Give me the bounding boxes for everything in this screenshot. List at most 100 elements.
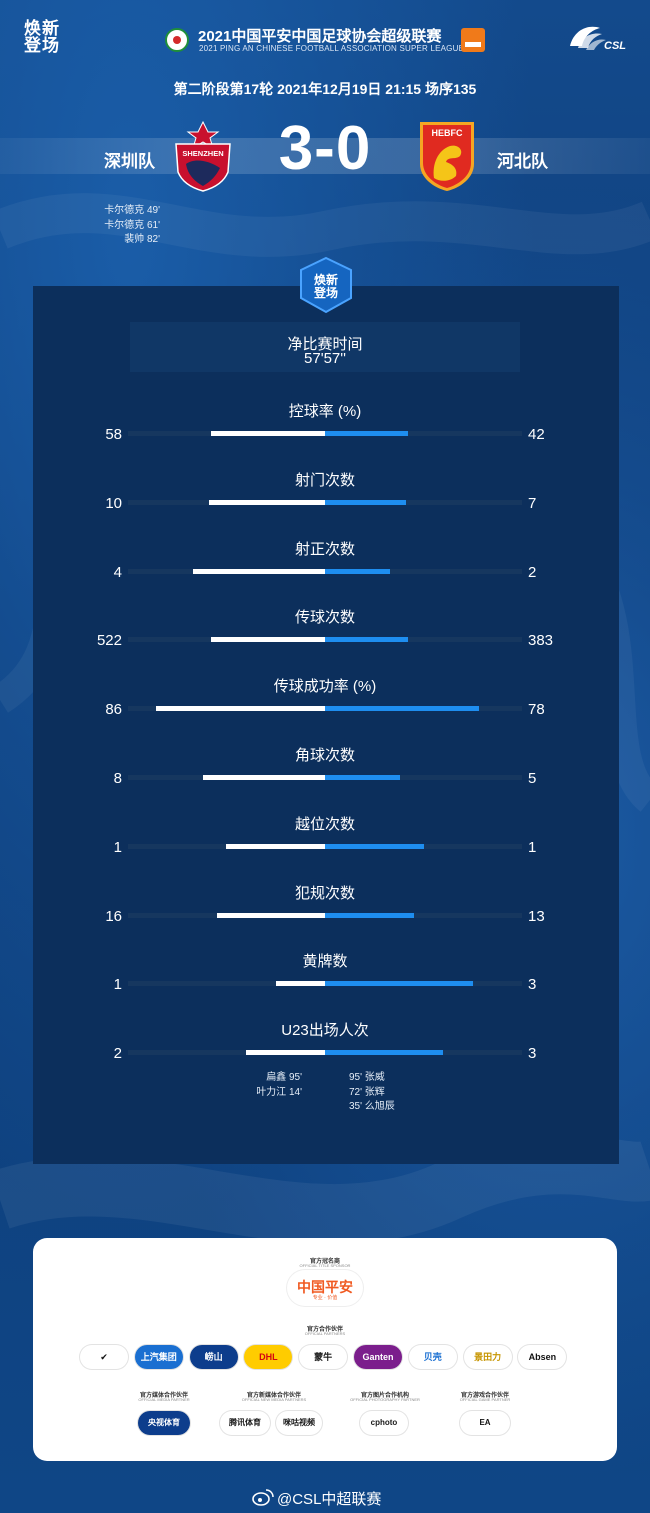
stat-label: 黄牌数 (302, 953, 348, 971)
title-sponsor-name: 中国平安 (297, 1279, 353, 1295)
u23-away-line: 95' 张威 (349, 1072, 385, 1083)
stat-away-value: 2 (528, 563, 537, 581)
stat-label: 犯规次数 (294, 884, 355, 902)
stat-bar-home (276, 981, 325, 987)
net-time-value: 57'57'' (304, 350, 346, 367)
media-logo: EA (460, 1411, 510, 1435)
stat-home-value: 2 (113, 1045, 122, 1063)
partner-logo: Absen (518, 1345, 567, 1369)
stat-label: 控球率 (%) (288, 403, 362, 420)
u23-home-line: 扁鑫 95' (266, 1072, 302, 1083)
media-group-label-en: OFFICIAL GAME PARTNER (459, 1397, 511, 1402)
stat-home-value: 1 (113, 976, 122, 994)
media-logo: 央视体育 (138, 1411, 190, 1435)
stat-bar-home (211, 637, 325, 643)
partners-label: 官方合作伙伴 (306, 1327, 343, 1333)
score-band (0, 138, 650, 174)
media-group-label-en: OFFICIAL NEW MEDIA PARTNERS (241, 1397, 307, 1402)
media-group-label: 官方媒体合作伙伴 (139, 1393, 188, 1399)
weibo-handle: @CSL中超联赛 (277, 1491, 382, 1508)
partner-logo: 蒙牛 (299, 1345, 348, 1369)
stat-bar-home (156, 706, 325, 712)
stat-home-value: 4 (113, 563, 122, 581)
stat-bar-home (193, 568, 325, 574)
stat-bar-away (325, 431, 408, 436)
stat-bar-away (325, 499, 406, 505)
stat-label: U23出场人次 (281, 1022, 369, 1040)
partner-logo: ✔ (80, 1345, 128, 1369)
partner-logo: Ganten (354, 1345, 402, 1369)
stat-bar-home (217, 912, 325, 918)
media-group-label: 官方图片合作机构 (360, 1393, 409, 1399)
stat-home-value: 58 (105, 426, 122, 443)
partner-logo: 崂山 (189, 1345, 238, 1369)
media-logo: 咪咕视频 (276, 1411, 322, 1435)
stat-away-value: 78 (528, 701, 545, 719)
media-group-label: 官方游戏合作伙伴 (460, 1393, 509, 1399)
title-sponsor-logo (287, 1270, 363, 1306)
stat-away-value: 13 (528, 907, 545, 925)
media-group-label-en: OFFICIAL PHOTOGRAPHY PARTNER (350, 1397, 420, 1402)
partner-logo: 上汽集团 (134, 1345, 183, 1369)
title-sponsor-label-en: OFFICIAL TITLE SPONSOR (299, 1263, 351, 1268)
partner-logo: 贝壳 (408, 1345, 457, 1369)
league-emblem-icon (165, 28, 189, 52)
partner-logo: 景田力 (463, 1345, 512, 1369)
away-crest-text: HEBFC (432, 128, 463, 138)
media-group-label-en: OFFICIAL MEDIA PARTNER (138, 1397, 190, 1402)
ping-an-logo-icon (461, 28, 485, 52)
panel-badge-text: 焕新登场 (313, 273, 338, 300)
media-logo: cphoto (360, 1411, 408, 1435)
brand-logo-text: 焕新登场 (24, 19, 60, 55)
stat-label: 角球次数 (294, 747, 355, 764)
csl-logo-text: CSL (604, 40, 626, 52)
match-info: 第二阶段第17轮 2021年12月19日 21:15 场序135 (173, 81, 477, 97)
scorer-line: 裴帅 82' (124, 234, 160, 245)
home-scorers: 卡尔德克 49' 卡尔德克 61' 裴帅 82' (60, 204, 160, 248)
partners-label-en: OFFICIAL PARTNERS (304, 1331, 346, 1336)
panel-badge-icon (300, 256, 352, 314)
stat-away-value: 1 (528, 838, 537, 856)
stat-label: 射正次数 (294, 540, 355, 558)
stat-bar-home (226, 843, 325, 849)
stat-away-value: 7 (528, 494, 537, 512)
match-score: 3-0 (278, 114, 372, 183)
stat-home-value: 16 (105, 907, 122, 925)
stat-bar-away (325, 706, 479, 712)
stat-home-value: 86 (105, 701, 122, 719)
stat-label: 传球次数 (294, 609, 355, 627)
media-logo: 腾讯体育 (220, 1411, 270, 1435)
u23-home-players: 扁鑫 95' 叶力江 14' (230, 1071, 302, 1100)
stat-bar-home (209, 499, 325, 505)
stat-away-value: 42 (528, 426, 545, 443)
stat-label: 射门次数 (294, 471, 355, 489)
stat-bar-home (211, 431, 325, 436)
stat-away-value: 5 (528, 770, 537, 787)
home-team-name: 深圳队 (104, 152, 155, 171)
stat-bar-away (325, 843, 424, 849)
media-group-label: 官方新媒体合作伙伴 (246, 1393, 301, 1399)
shenzhen-crest-icon: SHENZHEN (175, 120, 231, 192)
partner-logo: DHL (244, 1345, 293, 1369)
stat-bar-away (325, 912, 414, 918)
title-sponsor-sub: 专业 · 价值 (312, 1295, 338, 1301)
stat-away-value: 383 (528, 632, 554, 650)
u23-away-line: 35' 么旭辰 (349, 1101, 395, 1112)
stat-bar-away (325, 775, 400, 780)
league-title: 2021中国平安中国足球协会超级联赛 (198, 28, 442, 45)
stat-label: 传球成功率 (%) (273, 678, 377, 696)
stat-away-value: 3 (528, 976, 537, 994)
stat-bar-home (203, 775, 325, 780)
u23-away-players: 95' 张威 72' 张辉 35' 么旭辰 (349, 1071, 429, 1115)
net-time-label: 净比赛时间 (287, 336, 363, 353)
u23-home-line: 叶力江 14' (256, 1086, 302, 1098)
stat-home-value: 1 (113, 838, 122, 856)
stat-label: 越位次数 (294, 815, 355, 833)
scorer-line: 卡尔德克 49' (104, 205, 160, 216)
stat-bar-away (325, 981, 473, 987)
stat-home-value: 8 (113, 770, 122, 787)
hebei-crest-icon: HEBFC (420, 122, 474, 191)
net-time-box (130, 322, 520, 372)
stat-bar-away (325, 637, 408, 643)
away-team-name: 河北队 (497, 152, 548, 171)
